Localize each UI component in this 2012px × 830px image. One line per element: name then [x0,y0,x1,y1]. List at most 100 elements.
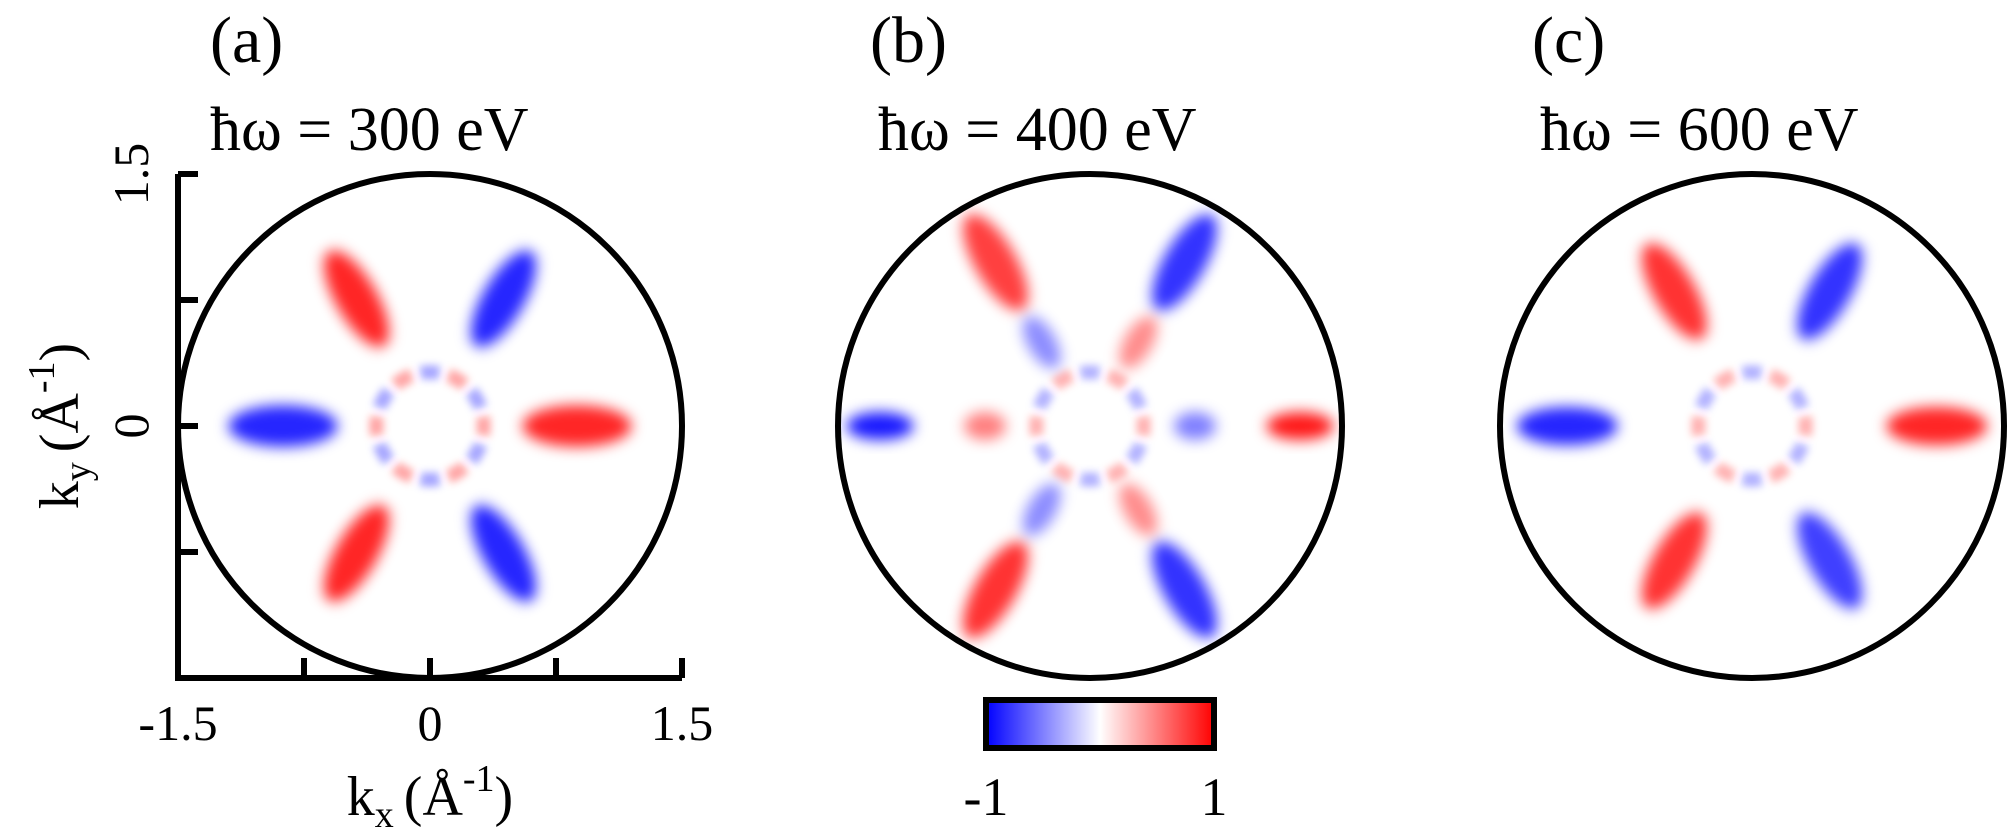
panel-c-ring-segment [1787,441,1810,466]
panel-a-inner-ring [369,365,491,487]
panel-b-lobe-7 [1119,315,1158,369]
panel-c-title: ħω = 600 eV [1540,96,1859,164]
panel-c-lobe-1 [1797,243,1863,340]
panel-a-lobe-3 [228,405,338,447]
panel-c-ring-segment [1712,368,1737,391]
panel-b-lobe-4 [962,541,1029,639]
y-tick-label-zero: 0 [103,414,159,439]
panel-c-ring-segment [1691,415,1706,437]
panel-b-ring-segment [1029,415,1044,437]
panel-b-ring-segment [1125,386,1148,411]
panel-c-lobe-4 [1641,512,1707,609]
panel-c-label: (c) [1532,4,1605,77]
panel-b-ring-segment [1079,472,1101,487]
y-tick-label-max: 1.5 [103,143,159,206]
colorbar-tick-max: 1 [1201,767,1228,827]
panel-a-lobe-4 [323,504,390,602]
panel-a-ring-segment [390,461,415,484]
panel-b-lobe-3 [846,412,914,440]
panel-a-ring-segment [445,461,470,484]
y-axis-unit-close: ) [29,343,91,362]
y-axis-title: ky (Å-1) [21,343,99,509]
panel-a-ring-segment [445,368,470,391]
y-axis-sup: -1 [21,361,63,393]
x-tick-label-zero: 0 [418,695,443,751]
panel-b-ring-segment [1032,386,1055,411]
colorbar-bar [983,697,1217,751]
panel-b-ring-segment [1105,368,1130,391]
panel-b-ring-segment [1050,461,1075,484]
x-axis-unit-close: ) [495,766,514,828]
panel-c-ring-segment [1767,368,1792,391]
y-axis-unit-open: (Å [29,393,91,453]
panel-b-ring-segment [1136,415,1151,437]
panel-a-ring-segment [465,386,488,411]
panel-b-ring-segment [1105,461,1130,484]
panel-c-ring-segment [1787,386,1810,411]
panel-c-inner-ring [1691,365,1813,487]
panel-b-lobe-9 [964,412,1006,440]
panel-b-label: (b) [870,4,947,77]
y-axis-base: k [29,481,91,509]
panel-c-heatmap [1516,243,1988,609]
panel-b-title: ħω = 400 eV [878,96,1197,164]
panel-b: (b) ħω = 400 eV [835,4,1345,681]
panel-c-ring-segment [1798,415,1813,437]
colorbar-tick-min: -1 [964,767,1009,827]
x-tick-label-max: 1.5 [651,695,714,751]
panel-a-heatmap [228,250,632,602]
panel-b-lobe-10 [1022,483,1061,537]
panel-a-ring-segment [419,472,441,487]
panel-a-lobe-1 [470,250,537,348]
y-ticks [178,171,198,555]
panel-b-ring-segment [1050,368,1075,391]
panel-a-ring-segment [476,415,491,437]
axes: -1.5 0 1.5 1.5 0 kx (Å-1) ky(Å-1) [21,143,713,830]
panel-c-lobe-0 [1886,406,1988,446]
panel-a-lobe-2 [323,250,390,348]
panel-b-heatmap [846,213,1334,639]
panel-c-ring-segment [1741,365,1763,380]
panel-c-ring-segment [1741,472,1763,487]
panel-a: (a) ħω = 300 eV [175,4,685,681]
panel-a-ring-segment [419,365,441,380]
panel-b-lobe-6 [1174,412,1216,440]
panel-b-ring-segment [1125,441,1148,466]
panel-c-ring-segment [1694,441,1717,466]
panel-c-lobe-5 [1797,512,1863,609]
x-axis-unit-open: (Å [404,766,464,828]
x-axis-base: k [347,766,375,828]
panel-c-ring-segment [1694,386,1717,411]
panel-b-lobe-11 [1119,483,1158,537]
x-axis-sub: x [375,794,394,830]
panel-a-title: ħω = 300 eV [210,96,529,164]
panel-b-boundary [835,171,1345,681]
panel-a-lobe-0 [522,405,632,447]
panel-c-ring-segment [1767,461,1792,484]
panel-a-ring-segment [369,415,384,437]
panel-b-lobe-8 [1022,315,1061,369]
panel-a-ring-segment [465,441,488,466]
panel-b-lobe-0 [1266,412,1334,440]
panel-c-lobe-3 [1516,406,1618,446]
x-ticks [175,658,685,678]
colorbar: -1 1 [964,697,1228,827]
y-axis-sub: y [57,462,99,481]
panel-b-lobe-1 [1151,213,1218,311]
panel-b-ring-segment [1032,441,1055,466]
panel-b-ring-segment [1079,365,1101,380]
x-axis-sup: -1 [463,758,495,800]
panel-c-lobe-2 [1641,243,1707,340]
x-axis-title: kx (Å-1) [347,758,513,830]
panel-b-inner-ring [1029,365,1151,487]
panel-a-label: (a) [210,4,283,77]
panel-b-lobe-5 [1151,541,1218,639]
panel-b-lobe-2 [962,213,1029,311]
panel-a-ring-segment [372,441,395,466]
panel-c-boundary [1497,171,2007,681]
panel-c: (c) ħω = 600 eV [1497,4,2007,681]
panel-a-ring-segment [372,386,395,411]
panel-c-ring-segment [1712,461,1737,484]
panel-a-ring-segment [390,368,415,391]
